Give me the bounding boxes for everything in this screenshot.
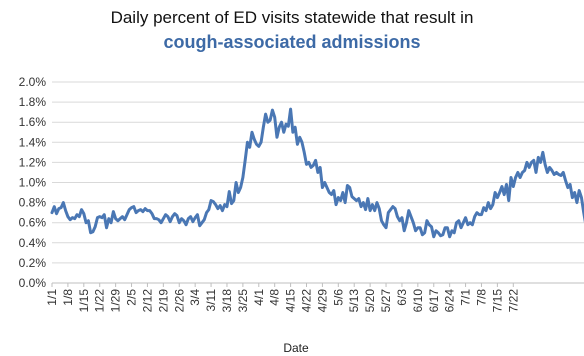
x-tick-label: 4/1 — [252, 289, 266, 306]
y-tick-label: 0.0% — [19, 276, 47, 290]
x-tick-label: 3/25 — [236, 289, 250, 313]
series-line — [50, 107, 584, 239]
y-tick-label: 0.2% — [19, 256, 47, 270]
x-tick-label: 5/27 — [379, 289, 393, 313]
x-tick-label: 6/3 — [395, 289, 409, 306]
x-tick-label: 5/13 — [347, 289, 361, 313]
chart-title: Daily percent of ED visits statewide tha… — [110, 8, 474, 27]
y-tick-label: 0.4% — [19, 236, 47, 250]
x-tick-label: 6/10 — [411, 289, 425, 313]
x-tick-label: 2/26 — [172, 289, 186, 313]
x-tick-label: 7/22 — [506, 289, 520, 313]
y-tick-label: 0.8% — [19, 196, 47, 210]
x-tick-label: 1/22 — [93, 289, 107, 313]
y-tick-label: 1.2% — [19, 155, 47, 169]
x-tick-label: 7/15 — [490, 289, 504, 313]
y-tick-label: 2.0% — [19, 75, 47, 89]
x-axis-label: Date — [283, 341, 309, 355]
x-tick-label: 1/29 — [109, 289, 123, 313]
x-tick-label: 6/24 — [443, 289, 457, 313]
y-tick-label: 1.4% — [19, 135, 47, 149]
x-tick-label: 3/11 — [204, 289, 218, 312]
x-tick-label: 3/4 — [188, 289, 202, 306]
x-tick-label: 6/17 — [427, 289, 441, 313]
x-tick-label: 4/29 — [315, 289, 329, 313]
x-tick-label: 4/15 — [284, 289, 298, 313]
x-tick-label: 5/6 — [331, 289, 345, 306]
x-tick-label: 1/15 — [77, 289, 91, 313]
x-tick-label: 4/22 — [300, 289, 314, 313]
x-tick-label: 7/8 — [474, 289, 488, 306]
x-tick-label: 2/12 — [140, 289, 154, 313]
x-tick-label: 2/19 — [156, 289, 170, 313]
x-tick-label: 7/1 — [459, 289, 473, 306]
x-tick-label: 2/5 — [125, 289, 139, 306]
chart-subtitle: cough-associated admissions — [163, 32, 421, 52]
y-tick-label: 1.8% — [19, 95, 47, 109]
y-tick-label: 1.0% — [19, 176, 47, 190]
x-tick-label: 5/20 — [363, 289, 377, 313]
x-tick-label: 3/18 — [220, 289, 234, 313]
x-tick-label: 1/8 — [61, 289, 75, 306]
x-tick-label: 4/8 — [268, 289, 282, 306]
x-tick-label: 1/1 — [45, 289, 59, 306]
y-tick-label: 0.6% — [19, 216, 47, 230]
y-tick-label: 1.6% — [19, 115, 47, 129]
